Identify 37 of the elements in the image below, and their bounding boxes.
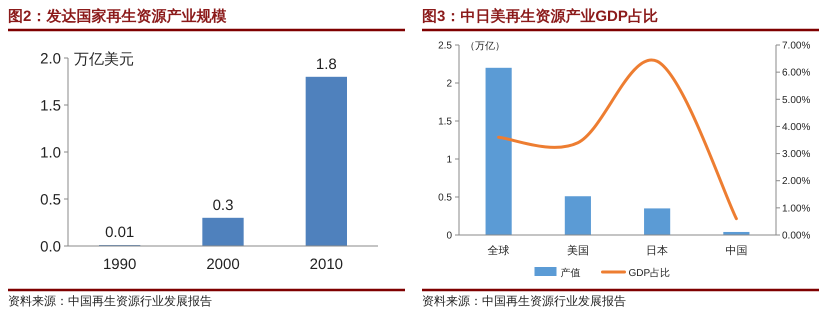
- y-tick-label: 0.0: [40, 238, 61, 256]
- y2-tick-label: 1.00%: [782, 203, 810, 214]
- x-tick-label: 美国: [566, 244, 589, 257]
- x-tick-label: 全球: [488, 244, 510, 257]
- y-tick-label: 0: [446, 230, 452, 242]
- y-tick-label: 1.0: [40, 144, 61, 162]
- y2-tick-label: 2.00%: [782, 176, 810, 188]
- text: 资料来源：中国再生资源行业发展报告: [8, 294, 212, 308]
- y-tick-label: 2: [446, 78, 452, 90]
- y-tick-label: 1.5: [438, 116, 452, 128]
- x-tick-label: 2000: [206, 256, 240, 273]
- y2-tick-label: 5.00%: [782, 94, 810, 106]
- y-axis-title: 万亿美元: [74, 51, 134, 68]
- chart-title: 图3：中日美再生资源产业GDP占比: [422, 7, 658, 25]
- x-tick-label: 日本: [646, 244, 668, 257]
- y2-tick-label: 0.00%: [782, 230, 810, 242]
- chart-title: 图2：发达国家再生资源产业规模: [8, 7, 228, 25]
- data-label: 1.8: [316, 56, 337, 73]
- legend-label: 产值: [560, 266, 580, 279]
- y-tick-label: 0.5: [438, 192, 452, 204]
- data-label: 0.01: [105, 224, 134, 242]
- x-tick-label: 2010: [310, 256, 344, 273]
- y2-tick-label: 6.00%: [782, 68, 810, 79]
- y2-tick-label: 3.00%: [782, 149, 810, 160]
- y-tick-label: 1: [446, 154, 452, 166]
- y2-tick-label: 4.00%: [782, 122, 810, 133]
- data-label: 0.3: [212, 196, 234, 214]
- x-tick-label: 1990: [102, 256, 136, 273]
- y2-tick-label: 7.00%: [782, 40, 810, 52]
- legend-label: GDP占比: [628, 266, 670, 279]
- y-axis-title: （万亿）: [465, 41, 505, 52]
- text: 资料来源：中国再生资源行业发展报告: [422, 294, 626, 308]
- y-tick-label: 1.5: [40, 97, 61, 114]
- x-tick-label: 中国: [725, 244, 748, 257]
- y-tick-label: 2.5: [438, 40, 452, 52]
- y-tick-label: 0.5: [40, 191, 61, 208]
- y-tick-label: 2.0: [40, 50, 61, 68]
